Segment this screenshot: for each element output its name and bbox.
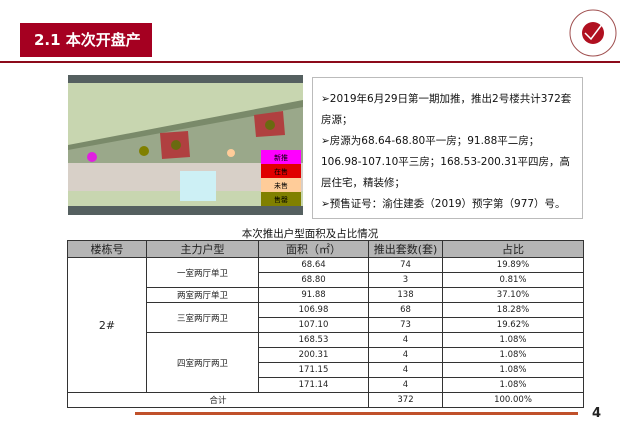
count-cell: 4: [368, 362, 443, 378]
count-cell: 4: [368, 332, 443, 348]
count-cell: 3: [368, 272, 443, 288]
info-launch: ➢2019年6月29日第一期加推，推出2号楼共计372套房源；: [321, 93, 572, 126]
table-caption: 本次推出户型面积及占比情况: [241, 228, 379, 240]
ratio-cell: 0.81%: [442, 272, 584, 288]
table-row: 68.80 3 0.81%: [68, 272, 584, 288]
count-cell: 74: [368, 257, 443, 273]
footer-divider: [135, 412, 578, 415]
table-row: 107.10 73 19.62%: [68, 317, 584, 333]
count-cell: 73: [368, 317, 443, 333]
count-cell: 138: [368, 287, 443, 303]
table-header-row: 楼栋号 主力户型 面积（㎡） 推出套数(套) 占比: [67, 240, 584, 258]
unit-type-cell: 一室两厅单卫: [146, 257, 259, 288]
table-row: 200.31 4 1.08%: [68, 347, 584, 363]
legend-label: 新推: [274, 153, 288, 162]
page-number: 4: [592, 406, 602, 421]
legend-label: 在售: [274, 167, 288, 176]
table-row: 三室两厅两卫 106.98 68 18.28%: [68, 302, 584, 333]
area-cell: 68.64: [258, 257, 369, 273]
unit-type-cell: 三室两厅两卫: [146, 302, 259, 333]
ratio-cell: 1.08%: [442, 377, 584, 393]
site-plan-map: 新推 在售 未售 售罄: [68, 75, 303, 215]
col-header: 占比: [442, 240, 584, 258]
company-logo-seal: [569, 9, 617, 57]
col-header: 主力户型: [146, 240, 259, 258]
col-header: 面积（㎡）: [258, 240, 369, 258]
header-divider: [0, 61, 620, 63]
legend-label: 未售: [274, 181, 288, 190]
unit-type-cell: 两室两厅单卫: [146, 287, 259, 303]
legend-label: 售罄: [274, 195, 288, 204]
building-cell: 2#: [67, 257, 147, 393]
area-cell: 107.10: [258, 317, 369, 333]
col-header: 楼栋号: [67, 240, 147, 258]
ratio-cell: 1.08%: [442, 332, 584, 348]
area-cell: 171.15: [258, 362, 369, 378]
ratio-cell: 18.28%: [442, 302, 584, 318]
info-presale-permit: ➢预售证号：渝住建委（2019）预字第（977）号。: [321, 198, 566, 210]
count-cell: 68: [368, 302, 443, 318]
section-title: 2.1 本次开盘产品: [20, 23, 152, 83]
total-count: 372: [368, 392, 443, 408]
info-units: ➢房源为68.64-68.80平一房；91.88平二房；106.98-107.1…: [321, 135, 571, 189]
total-ratio: 100.00%: [442, 392, 584, 408]
count-cell: 4: [368, 377, 443, 393]
count-cell: 4: [368, 347, 443, 363]
ratio-cell: 1.08%: [442, 347, 584, 363]
col-header: 推出套数(套): [368, 240, 443, 258]
unit-type-cell: 四室两厅两卫: [146, 332, 259, 393]
area-cell: 171.14: [258, 377, 369, 393]
area-cell: 200.31: [258, 347, 369, 363]
area-cell: 68.80: [258, 272, 369, 288]
table-row: 171.14 4 1.08%: [68, 377, 584, 393]
ratio-cell: 1.08%: [442, 362, 584, 378]
table-row: 2# 一室两厅单卫 68.64 74 19.89%: [67, 257, 584, 393]
map-legend: 新推 在售 未售 售罄: [261, 150, 301, 206]
area-cell: 91.88: [258, 287, 369, 303]
ratio-cell: 37.10%: [442, 287, 584, 303]
total-label: 合计: [67, 392, 369, 408]
total-row: 合计 372 100.00%: [67, 392, 584, 408]
project-info-box: ➢2019年6月29日第一期加推，推出2号楼共计372套房源； ➢房源为68.6…: [312, 77, 583, 219]
area-cell: 168.53: [258, 332, 369, 348]
ratio-cell: 19.62%: [442, 317, 584, 333]
table-row: 171.15 4 1.08%: [68, 362, 584, 378]
ratio-cell: 19.89%: [442, 257, 584, 273]
unit-type-table: 楼栋号 主力户型 面积（㎡） 推出套数(套) 占比 2# 一室两厅单卫 68.6…: [67, 240, 584, 408]
area-cell: 106.98: [258, 302, 369, 318]
